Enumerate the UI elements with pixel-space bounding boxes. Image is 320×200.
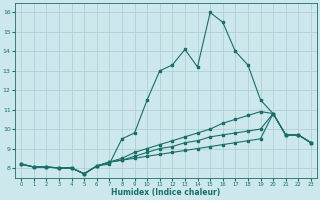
- X-axis label: Humidex (Indice chaleur): Humidex (Indice chaleur): [111, 188, 221, 197]
